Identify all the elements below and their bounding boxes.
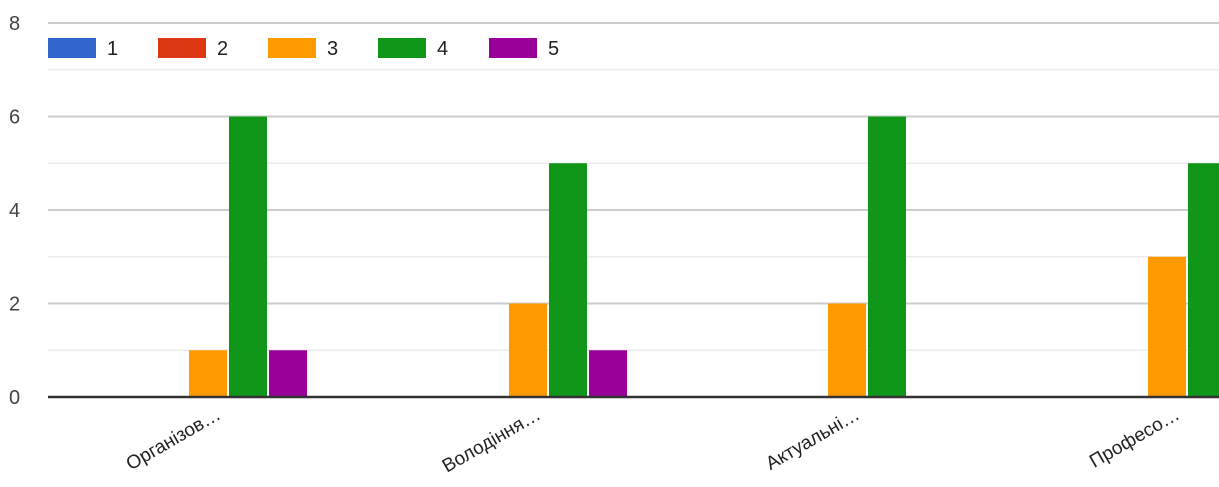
legend-label-3: 3 [327, 38, 338, 60]
x-category-label: Організов… [123, 404, 225, 475]
y-axis-tick-labels: 0 2 4 6 8 [9, 13, 20, 409]
legend-swatch-3 [268, 38, 316, 58]
x-category-label: Професо… [1086, 404, 1183, 472]
bar-4 [549, 163, 587, 397]
bar-3 [828, 303, 866, 397]
legend-label-2: 2 [217, 38, 228, 60]
legend-swatch-4 [378, 38, 426, 58]
y-tick-label: 8 [9, 13, 20, 35]
bar-4 [868, 116, 906, 397]
legend-label-5: 5 [548, 38, 559, 60]
bar-3 [189, 350, 227, 397]
bar-4 [1188, 163, 1219, 397]
bar-4 [229, 116, 267, 397]
gridlines [48, 22, 1219, 351]
legend-label-4: 4 [437, 38, 448, 60]
x-category-label: Володіння… [439, 404, 545, 477]
bar-3 [509, 303, 547, 397]
legend-swatch-1 [48, 38, 96, 58]
legend: 1 2 3 4 5 [48, 38, 559, 60]
x-axis-tick-labels: Організов… Володіння… Актуальні… Професо… [123, 404, 1184, 477]
bar-5 [269, 350, 307, 397]
x-category-label: Актуальні… [762, 404, 863, 475]
y-tick-label: 6 [9, 107, 20, 129]
bar-3 [1148, 256, 1186, 397]
bar-5 [589, 350, 627, 397]
y-tick-label: 2 [9, 294, 20, 316]
legend-label-1: 1 [107, 38, 118, 60]
y-tick-label: 0 [9, 387, 20, 409]
legend-swatch-5 [489, 38, 537, 58]
legend-swatch-2 [158, 38, 206, 58]
y-tick-label: 4 [9, 200, 20, 222]
bars [189, 116, 1219, 397]
